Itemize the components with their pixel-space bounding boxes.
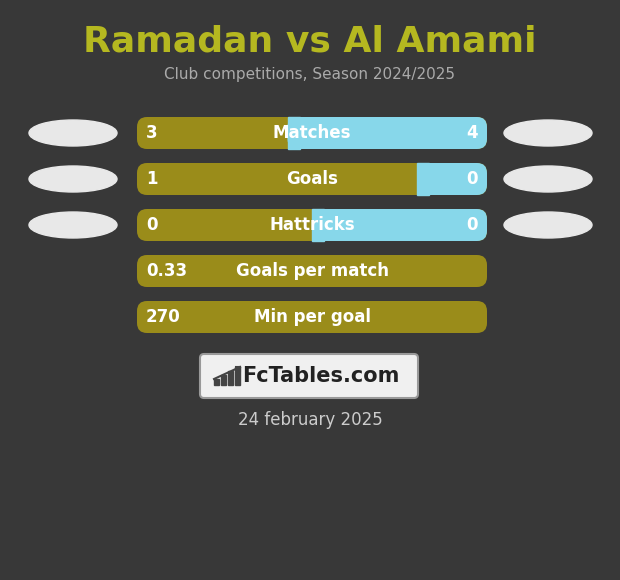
Text: Club competitions, Season 2024/2025: Club competitions, Season 2024/2025 xyxy=(164,67,456,82)
Text: 3: 3 xyxy=(146,124,157,142)
Bar xyxy=(417,163,429,195)
Text: Hattricks: Hattricks xyxy=(269,216,355,234)
Ellipse shape xyxy=(504,166,592,192)
Text: Goals: Goals xyxy=(286,170,338,188)
FancyBboxPatch shape xyxy=(137,117,487,149)
Ellipse shape xyxy=(29,166,117,192)
Text: Matches: Matches xyxy=(273,124,352,142)
FancyBboxPatch shape xyxy=(312,209,487,241)
Bar xyxy=(221,375,226,385)
Ellipse shape xyxy=(504,212,592,238)
Text: 1: 1 xyxy=(146,170,157,188)
Text: Ramadan vs Al Amami: Ramadan vs Al Amami xyxy=(83,25,537,59)
Text: 0: 0 xyxy=(146,216,157,234)
Bar xyxy=(235,367,240,385)
Bar xyxy=(228,371,233,385)
Text: 4: 4 xyxy=(466,124,478,142)
Text: Min per goal: Min per goal xyxy=(254,308,371,326)
Text: 270: 270 xyxy=(146,308,181,326)
Text: Goals per match: Goals per match xyxy=(236,262,389,280)
Text: FcTables.com: FcTables.com xyxy=(242,366,400,386)
FancyBboxPatch shape xyxy=(137,301,487,333)
FancyBboxPatch shape xyxy=(137,255,487,287)
Bar xyxy=(312,209,324,241)
FancyBboxPatch shape xyxy=(417,163,487,195)
Text: 0: 0 xyxy=(466,170,478,188)
FancyBboxPatch shape xyxy=(200,354,418,398)
Ellipse shape xyxy=(504,120,592,146)
FancyBboxPatch shape xyxy=(288,117,487,149)
Ellipse shape xyxy=(29,212,117,238)
Ellipse shape xyxy=(29,120,117,146)
Bar xyxy=(214,379,219,385)
FancyBboxPatch shape xyxy=(137,209,487,241)
FancyBboxPatch shape xyxy=(137,163,487,195)
Text: 24 february 2025: 24 february 2025 xyxy=(237,411,383,429)
Bar xyxy=(288,117,299,149)
Text: 0.33: 0.33 xyxy=(146,262,187,280)
Text: 0: 0 xyxy=(466,216,478,234)
